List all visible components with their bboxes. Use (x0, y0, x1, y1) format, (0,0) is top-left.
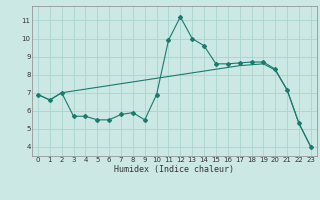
X-axis label: Humidex (Indice chaleur): Humidex (Indice chaleur) (115, 165, 234, 174)
